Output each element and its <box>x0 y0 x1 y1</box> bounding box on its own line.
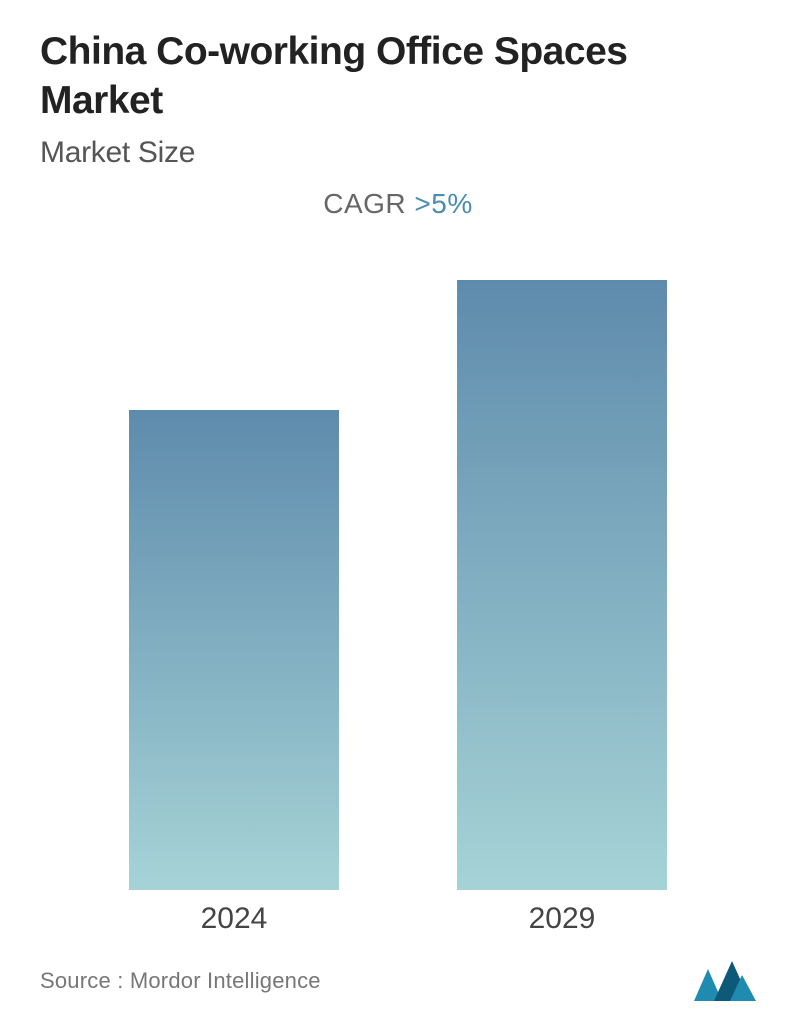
xlabel-1: 2029 <box>457 890 667 946</box>
chart-title: China Co-working Office Spaces Market <box>40 28 756 126</box>
source-text: Source : Mordor Intelligence <box>40 968 321 994</box>
cagr-value: >5% <box>414 188 472 219</box>
footer: Source : Mordor Intelligence <box>40 958 756 1004</box>
bar-wrap-0 <box>129 410 339 890</box>
x-axis-labels: 2024 2029 <box>40 890 756 946</box>
bar-wrap-1 <box>457 280 667 890</box>
chart-area: 2024 2029 <box>40 254 756 947</box>
bar-2024 <box>129 410 339 890</box>
bars-container <box>40 254 756 891</box>
mordor-logo-icon <box>694 961 756 1001</box>
cagr-line: CAGR >5% <box>40 188 756 220</box>
xlabel-0: 2024 <box>129 890 339 946</box>
chart-card: China Co-working Office Spaces Market Ma… <box>0 0 796 1034</box>
cagr-label: CAGR <box>323 188 414 219</box>
chart-subtitle: Market Size <box>40 136 756 170</box>
bar-2029 <box>457 280 667 890</box>
